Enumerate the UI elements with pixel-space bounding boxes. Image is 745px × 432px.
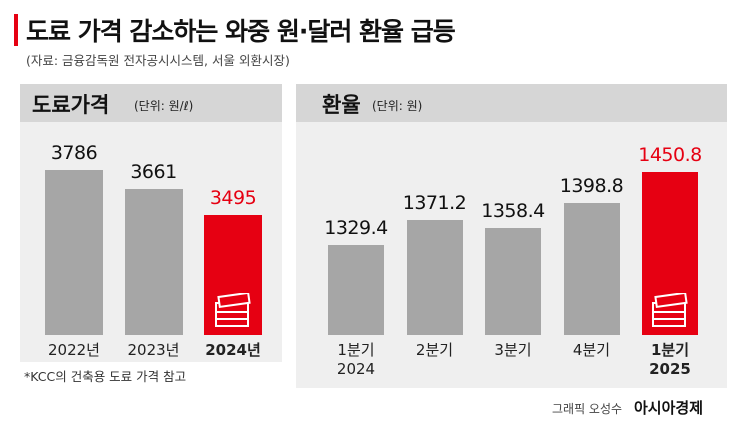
x-tick-label: 2023년 [127, 341, 180, 359]
subtitle: (자료: 금융감독원 전자공시시스템, 서울 외환시장) [26, 53, 290, 68]
x-tick-label: 4분기 [572, 341, 611, 359]
chart-title: 환율 [322, 93, 361, 117]
value-label: 1398.8 [559, 175, 624, 198]
x-tick-label: 3분기 [494, 341, 532, 359]
unit: (단위: 원/ℓ) [134, 99, 194, 113]
money-icon [652, 293, 688, 327]
unit: (단위: 원) [372, 99, 423, 113]
bar [642, 172, 698, 335]
panel-header [20, 84, 282, 122]
x-tick-label: 2분기 [415, 341, 454, 359]
bar [406, 219, 463, 335]
chart-title: 도료가격 [32, 93, 110, 117]
value-label: 3786 [50, 142, 98, 164]
x-tick-label: 1분기 2024 [336, 341, 376, 378]
value-label: 1358.4 [481, 199, 545, 222]
x-tick-label: 1분기 2025 [649, 341, 691, 378]
x-tick-label: 2024년 [205, 341, 261, 359]
value-label: 1450.8 [638, 144, 702, 166]
bar [45, 170, 103, 335]
title: 도료 가격 감소하는 와중 원·달러 환율 급등 [26, 17, 456, 46]
bar [563, 203, 620, 335]
value-label: 3661 [130, 161, 177, 184]
note: *KCC의 건축용 도료 가격 참고 [24, 369, 187, 384]
bar [328, 245, 384, 335]
bar [485, 227, 541, 335]
value-label: 3495 [209, 187, 257, 209]
bar [204, 215, 262, 335]
bar [124, 189, 183, 335]
value-label: 1329.4 [324, 217, 388, 239]
brand: 아시아경제 [634, 399, 704, 417]
x-tick-label: 2022년 [48, 341, 100, 359]
title-marker [14, 14, 18, 46]
money-icon [215, 293, 251, 327]
panel-header [296, 84, 727, 122]
byline: 그래픽 오성수 [552, 402, 623, 416]
value-label: 1371.2 [402, 191, 467, 214]
